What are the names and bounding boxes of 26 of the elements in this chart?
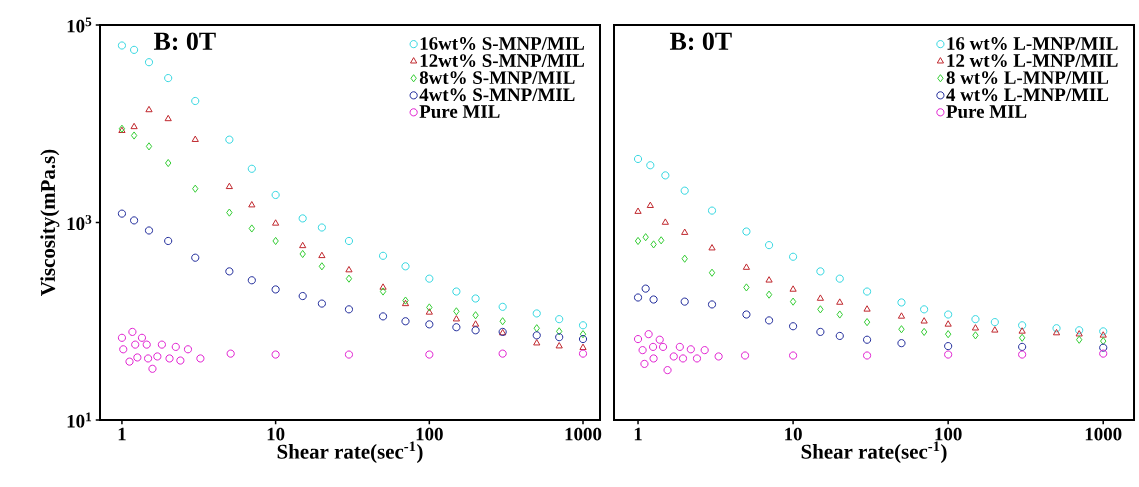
x-tick-label: 1000	[1085, 427, 1122, 441]
x-axis-title: Shear rate(sec$^{-1}$)	[277, 441, 423, 464]
x-tick-label: 100	[416, 427, 443, 441]
legend-label: 16 wt% L-MNP/MIL	[947, 37, 1118, 50]
x-axis-title: Shear rate(sec$^{-1}$)	[801, 441, 947, 464]
y-tick-label: 10$^{3}$	[67, 214, 92, 231]
annotation: B: 0T	[669, 32, 732, 51]
x-tick-label: 100	[935, 427, 962, 441]
y-tick-label: 10$^{1}$	[67, 412, 92, 428]
annotation: B: 0T	[153, 32, 216, 51]
x-tick-label: 1	[634, 427, 642, 441]
legend-label: 16wt% S-MNP/MIL	[420, 37, 585, 50]
legend-label: 4 wt% L-MNP/MIL	[946, 88, 1109, 102]
y-axis-title: Viscosity(mPa.s)	[40, 149, 60, 296]
legend-label: 8 wt% L-MNP/MIL	[946, 71, 1109, 85]
x-tick-label: 10	[267, 427, 285, 441]
legend-label: 4wt% S-MNP/MIL	[419, 88, 575, 102]
x-tick-label: 1	[118, 427, 126, 441]
legend-label: Pure MIL	[419, 105, 500, 118]
legend-label: 12 wt% L-MNP/MIL	[947, 54, 1118, 67]
legend-label: 12wt% S-MNP/MIL	[420, 54, 585, 67]
x-tick-label: 10	[785, 427, 802, 441]
x-tick-label: 1000	[565, 427, 602, 441]
legend-label: 8wt% S-MNP/MIL	[419, 71, 575, 85]
legend-label: Pure MIL	[946, 105, 1027, 118]
y-tick-label: 10$^{5}$	[67, 17, 92, 33]
